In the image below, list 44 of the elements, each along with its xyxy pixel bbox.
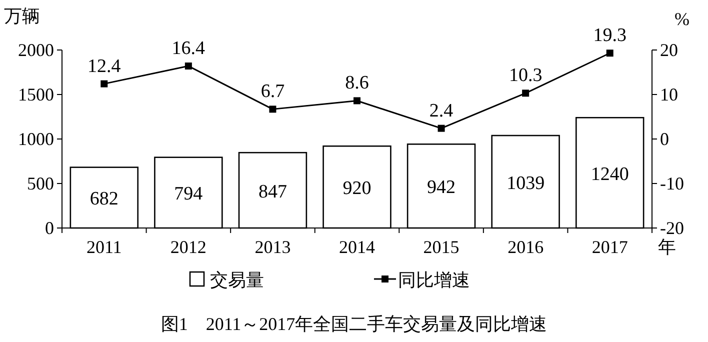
y2-tick-label: -10 bbox=[660, 174, 684, 194]
data-label: 847 bbox=[258, 181, 287, 202]
y-axis-title: 万辆 bbox=[4, 6, 40, 26]
y-tick-label: 0 bbox=[45, 218, 54, 238]
y2-tick-label: 20 bbox=[660, 40, 678, 60]
y-tick-label: 500 bbox=[27, 174, 54, 194]
x-tick-label: 2017 bbox=[592, 237, 628, 257]
legend-label: 同比增速 bbox=[398, 270, 470, 290]
data-label: 794 bbox=[174, 184, 204, 205]
point bbox=[269, 106, 276, 113]
y-tick-label: 2000 bbox=[18, 40, 54, 60]
point bbox=[100, 80, 108, 88]
data-label: 682 bbox=[90, 188, 118, 210]
x-tick-label: 2016 bbox=[508, 237, 544, 257]
data-label: 16.4 bbox=[172, 38, 206, 60]
x-tick-label: 2013 bbox=[254, 237, 291, 257]
x-tick-label: 2011 bbox=[86, 237, 122, 257]
point bbox=[354, 97, 360, 104]
x-tick-label: 2014 bbox=[339, 237, 375, 257]
data-label: 920 bbox=[342, 178, 372, 200]
y-tick-label: 1000 bbox=[18, 129, 54, 149]
x-tick-label: 2015 bbox=[423, 237, 460, 257]
text: 图1 2011～2017年全国二手车交易量及同比增速 bbox=[160, 314, 548, 334]
data-label: 6.7 bbox=[260, 81, 285, 102]
x-axis-title: 年 bbox=[658, 237, 676, 257]
y2-tick-label: 0 bbox=[660, 129, 669, 149]
data-label: 1240 bbox=[590, 164, 629, 185]
y2-axis-title: % bbox=[674, 9, 690, 29]
data-label: 8.6 bbox=[345, 72, 369, 94]
y2-tick-label: -20 bbox=[660, 218, 684, 238]
data-label: 10.3 bbox=[508, 65, 542, 86]
data-label: 942 bbox=[427, 177, 456, 198]
point bbox=[184, 62, 192, 70]
data-label: 12.4 bbox=[88, 56, 122, 77]
data-label: 19.3 bbox=[593, 25, 626, 46]
point bbox=[606, 50, 614, 57]
data-label: 2.4 bbox=[429, 100, 454, 122]
y-tick-label: 1500 bbox=[18, 84, 54, 104]
y2-tick-label: 10 bbox=[660, 84, 678, 104]
point bbox=[522, 90, 530, 97]
x-tick-label: 2012 bbox=[170, 237, 206, 257]
legend-label: 交易量 bbox=[210, 270, 264, 290]
point bbox=[438, 124, 445, 132]
data-label: 1039 bbox=[506, 172, 545, 194]
